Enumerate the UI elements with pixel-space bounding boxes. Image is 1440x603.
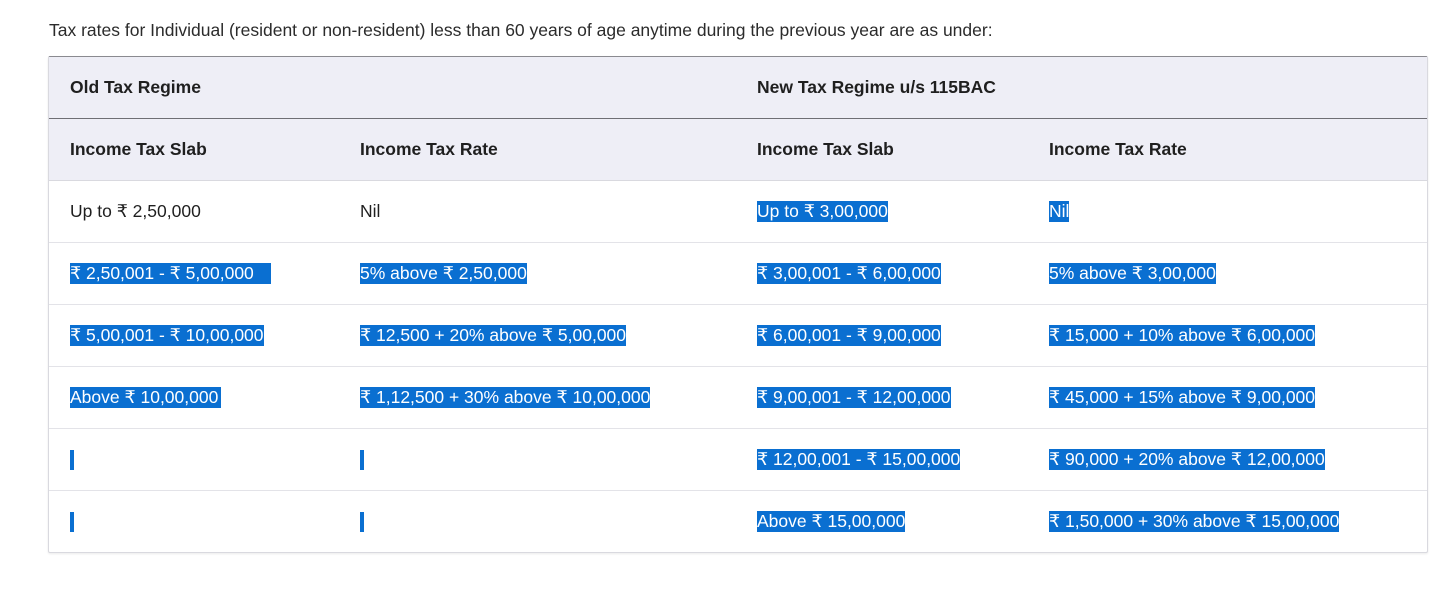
selected-text: ₹ 5,00,001 - ₹ 10,00,000	[70, 325, 264, 346]
selected-text: ₹ 3,00,001 - ₹ 6,00,000	[757, 263, 941, 284]
new-slab-cell: ₹ 9,00,001 - ₹ 12,00,000	[736, 366, 1028, 429]
tax-rates-table: Old Tax Regime New Tax Regime u/s 115BAC…	[49, 57, 1427, 552]
selected-text: ₹ 90,000 + 20% above ₹ 12,00,000	[1049, 449, 1325, 470]
new-rate-cell: 5% above ₹ 3,00,000	[1028, 242, 1427, 305]
selected-text: 5% above ₹ 3,00,000	[1049, 263, 1216, 284]
cell-text: Nil	[360, 201, 381, 221]
old-regime-heading: Old Tax Regime	[49, 57, 736, 119]
regime-header-row: Old Tax Regime New Tax Regime u/s 115BAC	[49, 57, 1427, 119]
old-slab-cell	[49, 491, 339, 553]
old-slab-cell	[49, 428, 339, 491]
selected-text: ₹ 9,00,001 - ₹ 12,00,000	[757, 387, 951, 408]
new-slab-cell: ₹ 3,00,001 - ₹ 6,00,000	[736, 242, 1028, 305]
new-rate-cell: ₹ 90,000 + 20% above ₹ 12,00,000	[1028, 428, 1427, 491]
selected-text: Above ₹ 10,00,000	[70, 387, 222, 408]
old-rate-cell: 5% above ₹ 2,50,000	[339, 242, 736, 305]
old-rate-cell	[339, 428, 736, 491]
table-row: Up to ₹ 2,50,000 Nil Up to ₹ 3,00,000 Ni…	[49, 180, 1427, 243]
new-slab-cell: ₹ 6,00,001 - ₹ 9,00,000	[736, 304, 1028, 367]
empty-selection-marker	[70, 512, 74, 533]
old-rate-cell: Nil	[339, 180, 736, 243]
new-slab-cell: Up to ₹ 3,00,000	[736, 180, 1028, 243]
column-header-row: Income Tax Slab Income Tax Rate Income T…	[49, 118, 1427, 181]
old-slab-cell: ₹ 5,00,001 - ₹ 10,00,000	[49, 304, 339, 367]
selected-text: Up to ₹ 3,00,000	[757, 201, 888, 222]
old-slab-header: Income Tax Slab	[49, 118, 339, 181]
cell-text: Up to ₹ 2,50,000	[70, 201, 201, 221]
empty-selection-marker	[360, 512, 364, 533]
selected-text: ₹ 12,00,001 - ₹ 15,00,000	[757, 449, 961, 470]
selected-text: ₹ 1,12,500 + 30% above ₹ 10,00,000	[360, 387, 651, 408]
new-slab-cell: Above ₹ 15,00,000	[736, 491, 1028, 553]
new-rate-cell: Nil	[1028, 180, 1427, 243]
old-slab-cell: Up to ₹ 2,50,000	[49, 180, 339, 243]
selected-text: ₹ 45,000 + 15% above ₹ 9,00,000	[1049, 387, 1316, 408]
new-rate-cell: ₹ 1,50,000 + 30% above ₹ 15,00,000	[1028, 491, 1427, 553]
selected-text: ₹ 1,50,000 + 30% above ₹ 15,00,000	[1049, 511, 1340, 532]
tax-rates-table-container: Old Tax Regime New Tax Regime u/s 115BAC…	[48, 56, 1428, 553]
new-rate-header: Income Tax Rate	[1028, 118, 1427, 181]
selected-text: ₹ 2,50,001 - ₹ 5,00,000	[70, 263, 271, 284]
table-row: Above ₹ 15,00,000 ₹ 1,50,000 + 30% above…	[49, 491, 1427, 553]
new-slab-header: Income Tax Slab	[736, 118, 1028, 181]
selected-text: ₹ 6,00,001 - ₹ 9,00,000	[757, 325, 941, 346]
table-row: Above ₹ 10,00,000 ₹ 1,12,500 + 30% above…	[49, 366, 1427, 429]
new-rate-cell: ₹ 45,000 + 15% above ₹ 9,00,000	[1028, 366, 1427, 429]
table-row: ₹ 5,00,001 - ₹ 10,00,000 ₹ 12,500 + 20% …	[49, 304, 1427, 367]
new-slab-cell: ₹ 12,00,001 - ₹ 15,00,000	[736, 428, 1028, 491]
old-rate-cell	[339, 491, 736, 553]
empty-selection-marker	[70, 450, 74, 471]
selected-text: ₹ 15,000 + 10% above ₹ 6,00,000	[1049, 325, 1316, 346]
selected-text: Nil	[1049, 201, 1070, 222]
table-row: ₹ 2,50,001 - ₹ 5,00,000 5% above ₹ 2,50,…	[49, 242, 1427, 305]
old-rate-header: Income Tax Rate	[339, 118, 736, 181]
new-rate-cell: ₹ 15,000 + 10% above ₹ 6,00,000	[1028, 304, 1427, 367]
new-regime-heading: New Tax Regime u/s 115BAC	[736, 57, 1427, 119]
selected-text: ₹ 12,500 + 20% above ₹ 5,00,000	[360, 325, 627, 346]
old-slab-cell: ₹ 2,50,001 - ₹ 5,00,000	[49, 242, 339, 305]
old-rate-cell: ₹ 1,12,500 + 30% above ₹ 10,00,000	[339, 366, 736, 429]
table-row: ₹ 12,00,001 - ₹ 15,00,000 ₹ 90,000 + 20%…	[49, 428, 1427, 491]
selected-text: 5% above ₹ 2,50,000	[360, 263, 527, 284]
intro-text: Tax rates for Individual (resident or no…	[49, 20, 993, 40]
selected-text: Above ₹ 15,00,000	[757, 511, 906, 532]
old-rate-cell: ₹ 12,500 + 20% above ₹ 5,00,000	[339, 304, 736, 367]
old-slab-cell: Above ₹ 10,00,000	[49, 366, 339, 429]
empty-selection-marker	[360, 450, 364, 471]
